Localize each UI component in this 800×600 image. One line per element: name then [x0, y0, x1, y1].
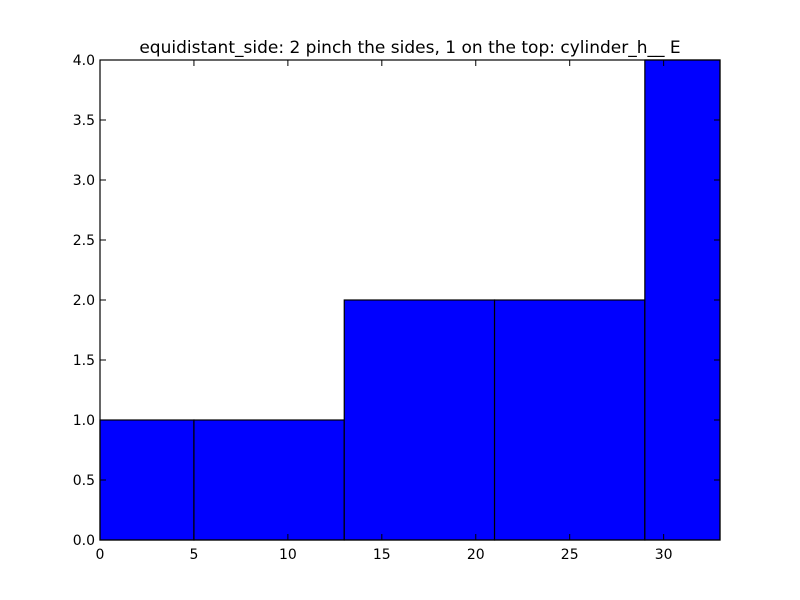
x-tick-label: 10 [279, 547, 297, 563]
y-tick-label: 0.5 [73, 473, 95, 489]
x-tick-label: 30 [655, 547, 673, 563]
chart-title: equidistant_side: 2 pinch the sides, 1 o… [139, 38, 680, 58]
x-tick-label: 0 [96, 547, 105, 563]
bar-2 [343, 299, 496, 541]
y-tick-label: 1.5 [73, 353, 95, 369]
y-tick-label: 0.0 [73, 533, 95, 549]
y-tick-label: 1.0 [73, 413, 95, 429]
axes-layer: 0 5 10 15 20 25 30 0.0 0.5 1.0 1.5 2.0 2.5 3.0 3.5 4.0 [73, 53, 721, 563]
bar-3 [493, 299, 646, 541]
x-tick-label: 20 [467, 547, 485, 563]
bars-layer [99, 59, 721, 541]
y-tick-label: 3.5 [73, 113, 95, 129]
y-tick-label: 4.0 [73, 53, 95, 69]
x-tick-label: 15 [373, 547, 391, 563]
bar-1 [193, 419, 345, 541]
x-tick-label: 5 [189, 547, 198, 563]
y-tick-label: 2.5 [73, 233, 95, 249]
bar-0 [99, 419, 195, 541]
y-tick-label: 3.0 [73, 173, 95, 189]
x-tick-label: 25 [561, 547, 579, 563]
y-tick-label: 2.0 [73, 293, 95, 309]
bar-4 [644, 59, 721, 541]
